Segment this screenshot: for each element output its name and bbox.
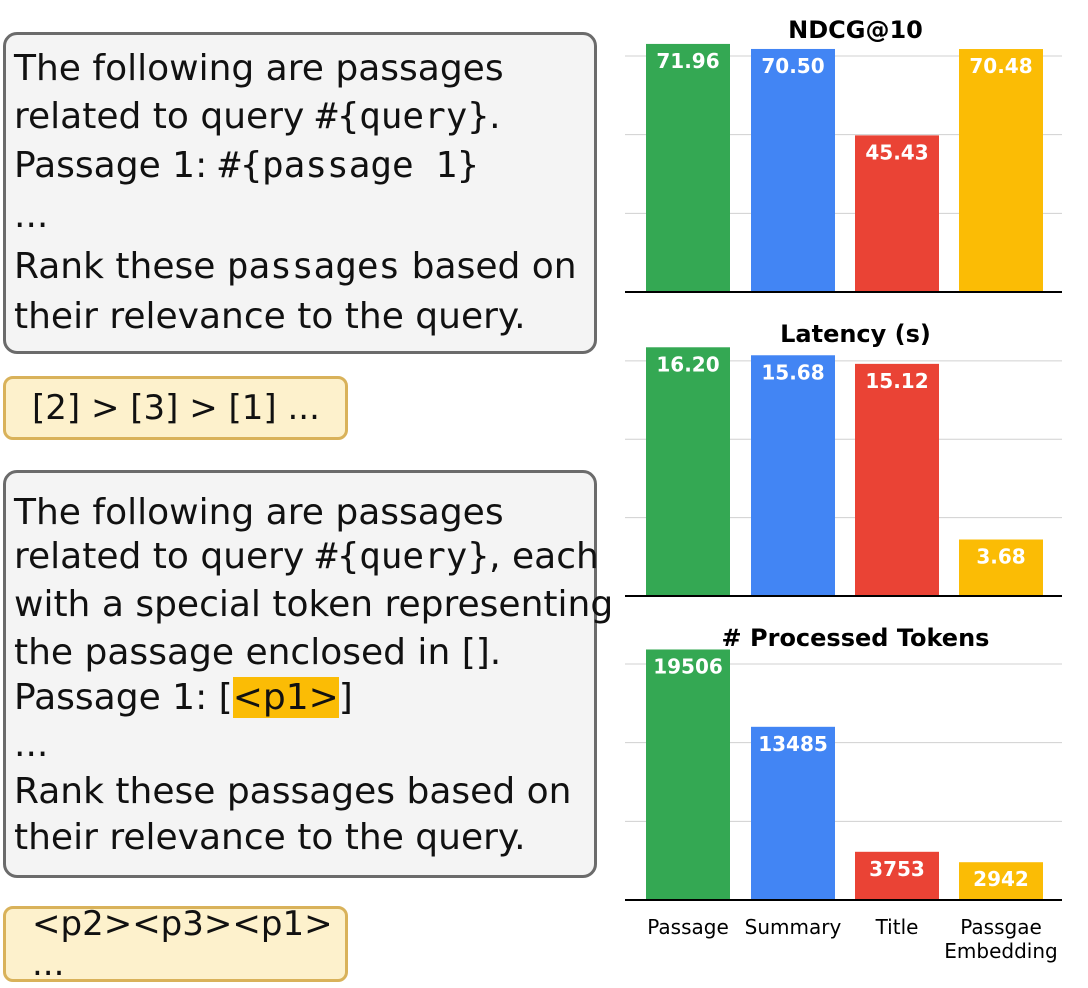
query-placeholder: #{query}: [315, 96, 490, 137]
output-box-special-token: <p2><p3><p1> ...: [3, 904, 348, 984]
bar: [751, 355, 835, 596]
prompt-line: with a special token representing: [14, 579, 613, 631]
output-text: [2] > [3] > [1] ...: [32, 388, 320, 428]
prompt-box-standard: The following are passages related to qu…: [3, 32, 597, 354]
prompt-line: the passage enclosed in [].: [14, 631, 586, 675]
bar: [959, 862, 1043, 900]
prompt-line: ...: [14, 721, 586, 769]
bar: [855, 135, 939, 292]
prompt-text: Rank these passages based on: [14, 771, 572, 812]
special-token-highlight: <p1>: [232, 677, 339, 718]
prompt-text: ]: [338, 677, 353, 718]
prompt-ellipsis: ...: [14, 195, 49, 236]
bar: [751, 726, 835, 900]
prompt-line: The following are passages: [14, 491, 586, 535]
prompt-text: related to query: [14, 96, 316, 137]
prompt-line: related to query #{query}.: [14, 93, 586, 141]
data-label: 70.50: [761, 54, 824, 78]
data-label: 15.12: [865, 369, 928, 393]
bar: [855, 851, 939, 900]
prompt-text: The following are passages: [14, 48, 504, 89]
prompt-box-special-token: The following are passages related to qu…: [3, 470, 613, 878]
prompt-line: their relevance to the query.: [14, 293, 586, 341]
prompt-line: The following are passages: [14, 45, 586, 93]
prompt-line: their relevance to the query.: [14, 815, 586, 861]
category-label: Summary: [745, 915, 842, 939]
prompt-text: Passage 1:: [14, 145, 219, 186]
data-label: 2942: [973, 867, 1029, 891]
prompt-text: related to query: [14, 536, 316, 577]
data-label: 3753: [869, 857, 925, 881]
category-label: Passage: [647, 915, 729, 939]
data-label: 19506: [653, 654, 723, 678]
prompt-line: ...: [14, 191, 586, 241]
data-label: 45.43: [865, 140, 928, 164]
bar: [959, 49, 1043, 292]
output-text: <p2><p3><p1> ...: [32, 904, 333, 984]
category-label: Passgae: [960, 915, 1042, 939]
bar: [959, 539, 1043, 596]
chart-title: # Processed Tokens: [722, 624, 990, 652]
prompt-text: , each: [489, 536, 599, 577]
prompt-text: the passage enclosed in [].: [14, 632, 502, 673]
prompt-line: Passage 1: [<p1>]: [14, 675, 586, 721]
prompt-ellipsis: ...: [14, 724, 49, 765]
prompt-text: based on: [400, 246, 577, 287]
bar: [646, 43, 730, 292]
prompt-line: Rank these passages based on: [14, 241, 586, 293]
prompt-line: Passage 1: #{passage 1}: [14, 141, 586, 191]
prompt-line: Rank these passages based on: [14, 769, 586, 815]
prompt-text: Rank these: [14, 246, 227, 287]
data-label: 15.68: [761, 360, 824, 384]
chart-title: NDCG@10: [788, 16, 923, 44]
category-label: Title: [875, 915, 919, 939]
bar: [751, 48, 835, 292]
prompt-text: their relevance to the query.: [14, 296, 526, 337]
passages-token: passages: [226, 246, 401, 287]
query-placeholder: #{query}: [315, 536, 490, 577]
bar: [646, 649, 730, 900]
bar: [646, 347, 730, 596]
prompt-text: with a special token representing: [14, 584, 614, 625]
chart-title: Latency (s): [780, 320, 931, 348]
bar: [855, 363, 939, 596]
data-label: 13485: [758, 732, 828, 756]
prompt-text: The following are passages: [14, 492, 504, 533]
data-label: 3.68: [976, 545, 1025, 569]
prompt-text: .: [489, 96, 501, 137]
prompt-text: their relevance to the query.: [14, 817, 526, 858]
data-label: 71.96: [656, 49, 719, 73]
category-label: Embedding: [944, 939, 1057, 963]
output-box-standard: [2] > [3] > [1] ...: [3, 376, 348, 440]
data-label: 16.20: [656, 352, 719, 376]
passage-placeholder: #{passage 1}: [218, 145, 479, 186]
data-label: 70.48: [969, 54, 1032, 78]
prompt-text: Passage 1: [: [14, 677, 233, 718]
prompt-line: related to query #{query}, each: [14, 535, 599, 579]
